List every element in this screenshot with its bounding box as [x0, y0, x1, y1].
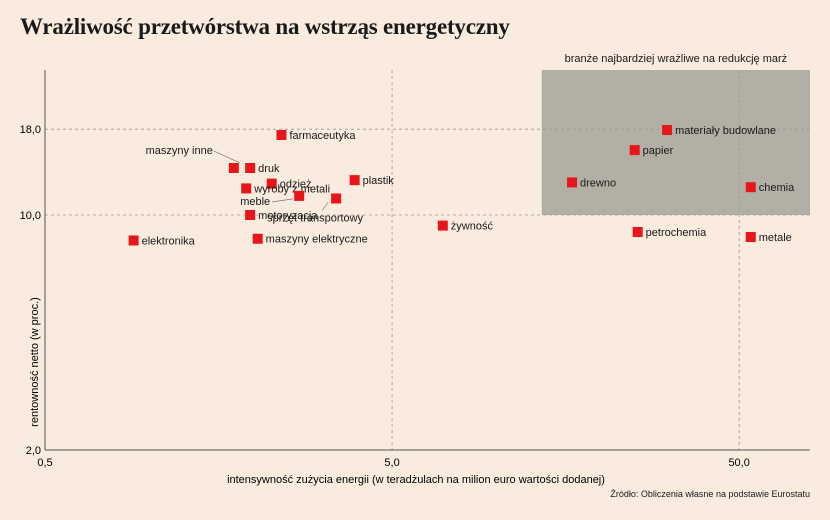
point-label: żywność	[451, 221, 494, 233]
y-axis-title: rentowność netto (w proc.)	[29, 297, 41, 427]
data-point[interactable]	[294, 190, 305, 201]
point-label: druk	[258, 163, 280, 175]
point-label: motoryzacja	[258, 210, 318, 222]
data-point[interactable]	[349, 175, 360, 186]
y-tick-label: 10,0	[20, 210, 41, 222]
point-label: drewno	[580, 177, 616, 189]
data-point[interactable]	[567, 177, 578, 188]
x-tick-label: 5,0	[384, 457, 399, 469]
data-point[interactable]	[331, 193, 342, 204]
point-label: farmaceutyka	[289, 130, 356, 142]
leader-line	[321, 202, 329, 211]
data-point[interactable]	[228, 162, 239, 173]
data-point[interactable]	[662, 125, 673, 136]
highlight-region	[541, 70, 810, 216]
y-tick-label: 2,0	[26, 445, 41, 457]
data-point[interactable]	[245, 210, 256, 221]
point-label: elektronika	[142, 235, 196, 247]
data-point[interactable]	[276, 129, 287, 140]
highlight-region-label: branże najbardziej wrażliwe na redukcję …	[565, 53, 788, 65]
data-point[interactable]	[745, 182, 756, 193]
data-point[interactable]	[629, 145, 640, 156]
x-tick-label: 50,0	[728, 457, 749, 469]
point-label: sprzęt transportowy	[267, 212, 363, 224]
point-label: papier	[643, 145, 674, 157]
x-axis-title: intensywność zużycia energii (w teradżul…	[227, 474, 605, 486]
y-tick-label: 18,0	[20, 124, 41, 136]
point-label: maszyny elektryczne	[266, 234, 368, 246]
data-point[interactable]	[245, 162, 256, 173]
point-label: maszyny inne	[146, 145, 213, 157]
point-label: metale	[759, 232, 792, 244]
chart-title: Wrażliwość przetwórstwa na wstrząs energ…	[20, 14, 510, 39]
point-label: odzież	[280, 179, 312, 191]
data-point[interactable]	[241, 183, 252, 194]
data-point[interactable]	[128, 235, 139, 246]
point-label: chemia	[759, 182, 795, 194]
x-tick-label: 0,5	[37, 457, 52, 469]
point-label: materiały budowlane	[675, 125, 776, 137]
data-point[interactable]	[437, 220, 448, 231]
point-label: plastik	[363, 175, 395, 187]
data-point[interactable]	[632, 227, 643, 238]
data-point[interactable]	[252, 233, 263, 244]
point-label: wyroby z metali	[253, 183, 330, 195]
point-label: meble	[240, 196, 270, 208]
data-point[interactable]	[745, 232, 756, 243]
point-label: petrochemia	[646, 227, 707, 239]
source-note: Źródło: Obliczenia własne na podstawie E…	[610, 489, 810, 499]
leader-line	[213, 150, 240, 164]
leader-line	[272, 198, 294, 203]
data-point[interactable]	[266, 178, 277, 189]
